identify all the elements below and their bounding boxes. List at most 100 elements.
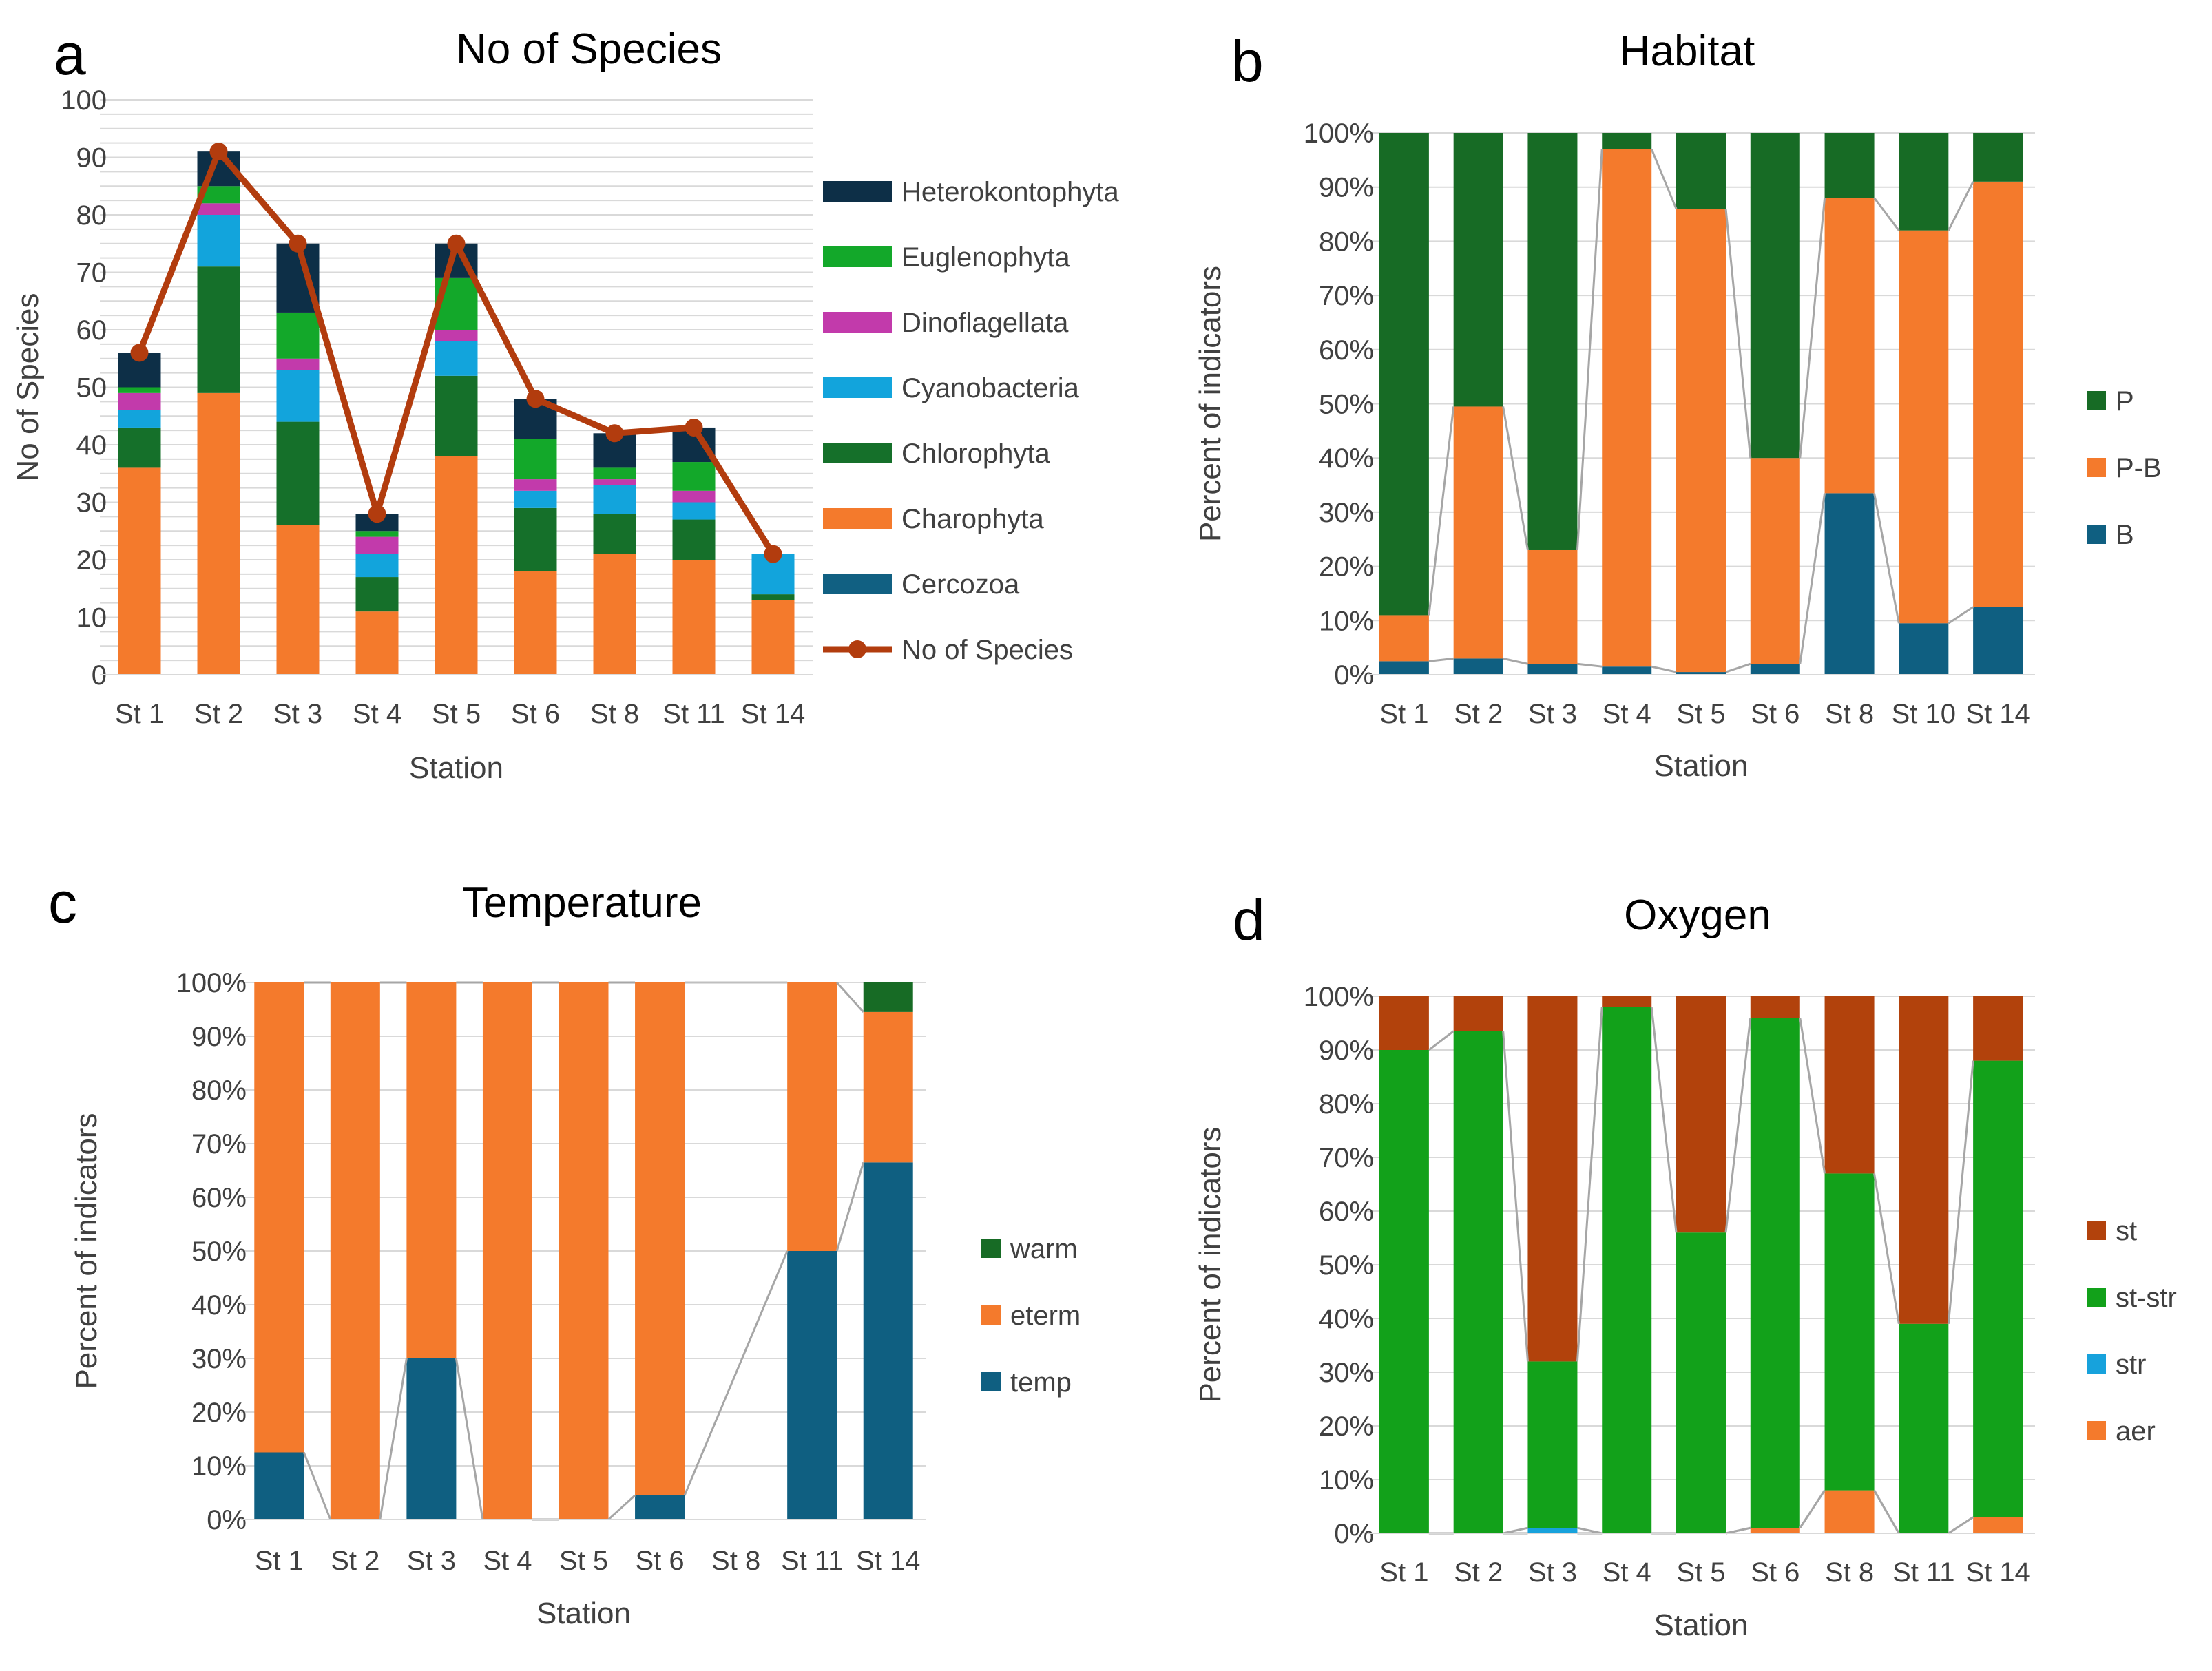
bar-eterm-st-11 <box>787 982 837 1251</box>
series-line-temp <box>835 1162 865 1252</box>
y-axis-title: No of Species <box>11 293 45 482</box>
bar-b-st-8 <box>1824 493 1875 675</box>
panel-letter: a <box>54 22 86 87</box>
x-tick-label: St 3 <box>1528 699 1577 729</box>
series-line-eterm <box>836 981 864 1013</box>
bar-cyanobacteria-st-6 <box>514 490 557 508</box>
series-line-st-str <box>1947 1060 1974 1324</box>
x-tick-label: St 3 <box>1528 1557 1577 1588</box>
bar-p-st-1 <box>1379 133 1429 616</box>
bar-eterm-st-1 <box>254 982 304 1453</box>
legend-swatch-aer <box>2087 1421 2106 1440</box>
bar-p-st-6 <box>1750 133 1800 459</box>
bar-st-st-2 <box>1453 996 1503 1031</box>
x-tick-label: St 5 <box>1676 699 1725 729</box>
bar-p-b-st-14 <box>1973 181 2023 607</box>
y-tick-label: 20% <box>1319 1411 1374 1442</box>
y-tick-label: 70 <box>76 258 107 288</box>
bar-p-st-14 <box>1973 133 2023 182</box>
y-tick-label: 40% <box>1319 443 1374 474</box>
bar-dinoflagellata-st-2 <box>197 203 240 215</box>
series-line-str <box>1577 1526 1603 1535</box>
x-tick-label: St 4 <box>353 699 401 729</box>
x-tick-label: St 2 <box>194 699 243 729</box>
bars <box>118 151 795 675</box>
species-total-point-st-6 <box>526 390 545 408</box>
bar-dinoflagellata-st-1 <box>118 392 161 410</box>
chart-title: Oxygen <box>1624 892 1771 939</box>
x-tick-label: St 14 <box>741 699 805 729</box>
bar-st-st-6 <box>1750 996 1800 1018</box>
y-tick-label: 20% <box>191 1398 247 1428</box>
y-axis-title: Percent of indicators <box>70 1113 103 1389</box>
x-axis-title: Station <box>1654 1608 1749 1642</box>
bar-cyanobacteria-st-1 <box>118 410 161 428</box>
series-line-b <box>1503 657 1528 665</box>
bar-b-st-1 <box>1379 661 1429 675</box>
bar-eterm-st-4 <box>482 982 532 1520</box>
bar-st-str-st-8 <box>1824 1173 1875 1491</box>
bar-b-st-14 <box>1973 607 2023 675</box>
bar-temp-st-6 <box>635 1495 685 1520</box>
y-tick-label: 40% <box>191 1290 247 1321</box>
x-tick-label: St 11 <box>662 699 724 729</box>
x-tick-label: St 6 <box>635 1546 684 1576</box>
bar-euglenophyta-st-6 <box>514 439 557 480</box>
x-tick-label: St 1 <box>255 1546 304 1576</box>
bar-euglenophyta-st-8 <box>593 467 636 480</box>
bar-cyanobacteria-st-3 <box>276 370 320 422</box>
bar-b-st-10 <box>1899 623 1949 675</box>
bar-dinoflagellata-st-11 <box>672 490 716 503</box>
y-tick-label: 100% <box>176 968 247 998</box>
legend: Heterokontophyta Euglenophyta Dinoflagella… <box>823 177 1120 665</box>
bar-p-b-st-4 <box>1602 149 1652 667</box>
bar-temp-st-3 <box>406 1358 457 1520</box>
bar-chlorophyta-st-11 <box>672 519 716 560</box>
y-tick-label: 50% <box>1319 1250 1374 1281</box>
y-tick-label: 0% <box>207 1505 247 1535</box>
legend-swatch-charophyta <box>823 508 892 529</box>
bar-cyanobacteria-st-2 <box>197 215 240 267</box>
legend-swatch-st <box>2087 1221 2106 1240</box>
legend-line-marker <box>848 640 866 658</box>
bar-eterm-st-5 <box>559 982 609 1520</box>
panel-a-species-chart: a No of Species 0 10 20 30 40 50 60 70 80 90 100 St… <box>11 22 1120 785</box>
bar-chlorophyta-st-3 <box>276 421 320 525</box>
bar-chlorophyta-st-14 <box>751 594 795 600</box>
bars <box>1379 996 2023 1533</box>
series-line-st-str <box>1576 1007 1603 1362</box>
y-axis-ticks: 0 10 20 30 40 50 60 70 80 90 100 <box>61 85 107 691</box>
legend-label-cyanobacteria: Cyanobacteria <box>901 373 1080 403</box>
y-tick-label: 10% <box>191 1451 247 1482</box>
y-tick-label: 50% <box>1319 390 1374 420</box>
species-total-point-st-1 <box>130 344 149 362</box>
x-tick-label: St 8 <box>1825 1557 1874 1588</box>
x-tick-label: St 8 <box>1825 699 1874 729</box>
series-line-p-b <box>1650 149 1678 209</box>
bar-p-b-st-3 <box>1527 549 1578 664</box>
x-tick-label: St 4 <box>483 1546 532 1576</box>
bar-charophyta-st-14 <box>751 600 795 675</box>
x-axis-ticks: St 1 St 2 St 3 St 4 St 5 St 6 St 8 St 11 St 14 <box>1379 1557 2030 1588</box>
series-line-b <box>1651 665 1677 673</box>
legend-swatch-heterokontophyta <box>823 181 892 202</box>
x-tick-label: St 1 <box>1379 1557 1428 1588</box>
x-tick-label: St 6 <box>1751 1557 1799 1588</box>
y-tick-label: 80% <box>1319 227 1374 257</box>
y-axis-title: Percent of indicators <box>1193 266 1227 542</box>
bar-b-st-5 <box>1676 672 1726 675</box>
bar-charophyta-st-6 <box>514 571 557 675</box>
bar-cyanobacteria-st-11 <box>672 502 716 520</box>
x-tick-label: St 14 <box>1965 1557 2030 1588</box>
y-tick-label: 40% <box>1319 1304 1374 1334</box>
series-line-b <box>1799 493 1826 664</box>
bar-p-b-st-2 <box>1453 406 1503 659</box>
bar-p-st-8 <box>1824 133 1875 198</box>
bar-temp-st-14 <box>863 1162 913 1520</box>
bar-charophyta-st-4 <box>355 611 399 675</box>
x-tick-label: St 5 <box>559 1546 608 1576</box>
bar-cyanobacteria-st-4 <box>355 554 399 578</box>
y-tick-label: 90% <box>1319 173 1374 203</box>
bar-st-st-14 <box>1973 996 2023 1061</box>
bar-dinoflagellata-st-8 <box>593 479 636 485</box>
